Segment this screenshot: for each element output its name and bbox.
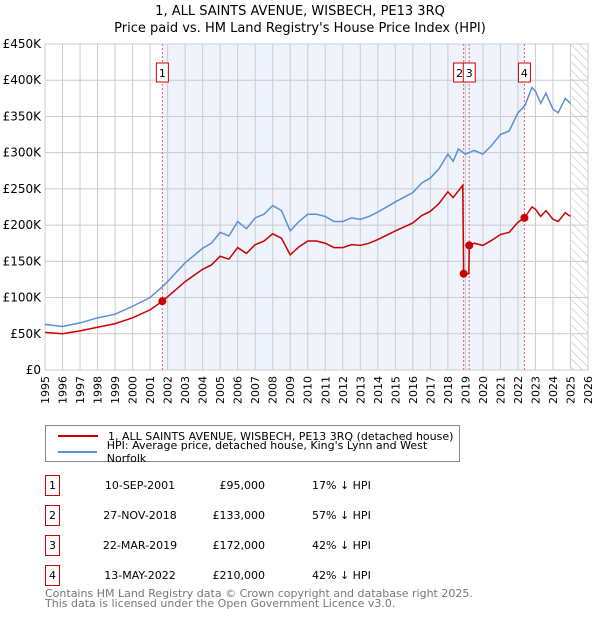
x-tick-label: 1999 bbox=[109, 376, 122, 404]
x-tick-label: 2021 bbox=[494, 376, 507, 404]
sale-label: 3 bbox=[466, 67, 473, 80]
x-tick-label: 2009 bbox=[284, 376, 297, 404]
y-tick-label: £300K bbox=[3, 146, 43, 160]
x-tick-label: 1998 bbox=[92, 376, 105, 404]
sale-price: £210,000 bbox=[212, 569, 266, 582]
x-tick-label: 2004 bbox=[197, 376, 210, 404]
y-tick-label: £50K bbox=[10, 327, 42, 341]
sale-price: £133,000 bbox=[212, 509, 266, 522]
footer-line1: Contains HM Land Registry data © Crown c… bbox=[45, 587, 473, 600]
sale-date: 22-MAR-2019 bbox=[102, 539, 178, 552]
footer-line2: This data is licensed under the Open Gov… bbox=[45, 597, 396, 610]
y-tick-label: £400K bbox=[3, 73, 43, 87]
x-tick-label: 2023 bbox=[529, 376, 542, 404]
x-tick-label: 2014 bbox=[372, 376, 385, 404]
sale-number: 2 bbox=[45, 505, 60, 526]
ownership-shade bbox=[162, 44, 525, 370]
x-tick-label: 2012 bbox=[337, 376, 350, 404]
sale-row: 4 13-MAY-2022 £210,000 42% ↓ HPI bbox=[45, 565, 465, 586]
sale-label: 1 bbox=[159, 67, 166, 80]
y-tick-label: £250K bbox=[3, 182, 43, 196]
legend-label: 1, ALL SAINTS AVENUE, WISBECH, PE13 3RQ … bbox=[108, 429, 454, 443]
sale-hpi-diff: 42% ↓ HPI bbox=[312, 539, 371, 552]
x-tick-label: 2003 bbox=[179, 376, 192, 404]
sale-date: 13-MAY-2022 bbox=[104, 569, 176, 582]
sale-point bbox=[465, 241, 474, 250]
x-tick-label: 2025 bbox=[564, 376, 577, 404]
x-tick-label: 2006 bbox=[232, 376, 245, 404]
x-tick-label: 2007 bbox=[249, 376, 262, 404]
x-tick-label: 2005 bbox=[214, 376, 227, 404]
y-tick-label: £0 bbox=[26, 363, 41, 377]
x-tick-label: 2024 bbox=[547, 376, 560, 404]
sale-row: 1 10-SEP-2001 £95,000 17% ↓ HPI bbox=[45, 475, 465, 496]
x-tick-label: 2018 bbox=[442, 376, 455, 404]
plot-frame bbox=[44, 43, 589, 371]
sale-date: 10-SEP-2001 bbox=[104, 479, 176, 492]
sale-point bbox=[520, 213, 529, 222]
y-tick-label: £150K bbox=[3, 254, 43, 268]
sale-point bbox=[158, 297, 167, 306]
chart-subtitle: Price paid vs. HM Land Registry's House … bbox=[114, 21, 486, 36]
footer: Contains HM Land Registry data © Crown c… bbox=[45, 587, 473, 610]
x-tick-label: 2010 bbox=[302, 376, 315, 404]
x-tick-label: 2011 bbox=[319, 376, 332, 404]
future-hatch bbox=[571, 44, 588, 370]
x-tick-label: 2020 bbox=[477, 376, 490, 404]
y-tick-label: £450K bbox=[3, 37, 43, 51]
x-tick-label: 1995 bbox=[39, 376, 52, 404]
legend-label: HPI: Average price, detached house, King… bbox=[106, 439, 428, 465]
x-tick-label: 2002 bbox=[162, 376, 175, 404]
sale-hpi-diff: 42% ↓ HPI bbox=[312, 569, 371, 582]
sale-label-box bbox=[155, 62, 169, 83]
x-tick-label: 2019 bbox=[459, 376, 472, 404]
legend: 1, ALL SAINTS AVENUE, WISBECH, PE13 3RQ … bbox=[45, 425, 460, 465]
sale-hpi-diff: 17% ↓ HPI bbox=[312, 479, 371, 492]
sale-price: £95,000 bbox=[219, 479, 266, 492]
chart-title: 1, ALL SAINTS AVENUE, WISBECH, PE13 3RQ bbox=[155, 4, 445, 19]
hpi-line bbox=[44, 86, 572, 328]
legend-swatch-blue bbox=[58, 451, 97, 453]
sale-label: 4 bbox=[521, 67, 528, 80]
y-tick-label: £350K bbox=[3, 109, 43, 123]
sale-price: £172,000 bbox=[212, 539, 266, 552]
sale-label-box bbox=[517, 62, 531, 83]
legend-item-property: 1, ALL SAINTS AVENUE, WISBECH, PE13 3RQ … bbox=[58, 429, 453, 443]
x-tick-label: 2001 bbox=[144, 376, 157, 404]
price-paid-line bbox=[44, 183, 571, 335]
x-tick-label: 2017 bbox=[424, 376, 437, 404]
x-tick-label: 2016 bbox=[407, 376, 420, 404]
x-tick-label: 1997 bbox=[74, 376, 87, 404]
sale-hpi-diff: 57% ↓ HPI bbox=[312, 509, 371, 522]
x-tick-label: 2022 bbox=[512, 376, 525, 404]
x-tick-label: 2008 bbox=[267, 376, 280, 404]
sale-number: 4 bbox=[45, 565, 60, 586]
sale-number: 1 bbox=[45, 475, 60, 496]
sale-date: 27-NOV-2018 bbox=[103, 509, 177, 522]
x-tick-label: 2015 bbox=[389, 376, 402, 404]
sale-label-box bbox=[462, 62, 476, 83]
x-tick-label: 2000 bbox=[127, 376, 140, 404]
sale-row: 2 27-NOV-2018 £133,000 57% ↓ HPI bbox=[45, 505, 465, 526]
sale-point bbox=[459, 269, 468, 278]
legend-swatch-red bbox=[58, 435, 98, 437]
y-tick-label: £100K bbox=[3, 291, 43, 305]
x-tick-label: 2013 bbox=[354, 376, 367, 404]
sale-label: 2 bbox=[456, 67, 463, 80]
y-tick-label: £200K bbox=[3, 218, 43, 232]
sale-row: 3 22-MAR-2019 £172,000 42% ↓ HPI bbox=[45, 535, 465, 556]
legend-item-hpi: HPI: Average price, detached house, King… bbox=[58, 439, 459, 465]
x-tick-label: 1996 bbox=[57, 376, 70, 404]
x-tick-label: 2026 bbox=[582, 376, 595, 404]
sale-number: 3 bbox=[45, 535, 60, 556]
chart: 1995 1996 1997 1998 1999 2000 2001 2002 2003 2004… bbox=[3, 37, 595, 404]
